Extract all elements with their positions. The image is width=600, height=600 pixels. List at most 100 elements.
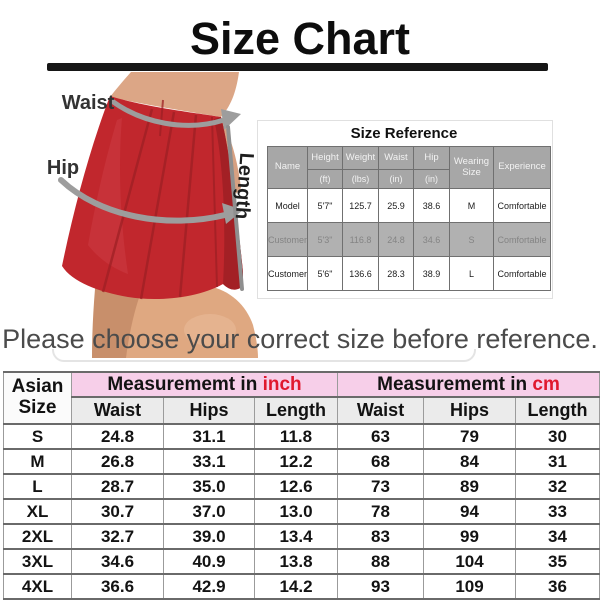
ref-header-weight: Weight <box>342 146 379 170</box>
header-cell: Length <box>253 396 339 425</box>
data-cell: L <box>449 256 494 291</box>
ref-header-hip-unit: (in) <box>413 169 450 189</box>
data-cell: S <box>449 222 494 257</box>
ref-header-height: Height <box>307 146 343 170</box>
header-cell: Hips <box>163 396 255 425</box>
data-cell: 13.0 <box>253 498 339 525</box>
data-cell: 5'6" <box>307 256 343 291</box>
page-title: Size Chart <box>189 13 411 64</box>
inch-unit: inch <box>262 373 302 395</box>
data-cell: 35 <box>515 548 600 575</box>
cm-group-header: Measurememt in cm <box>337 371 600 398</box>
size-cell: M <box>3 448 72 475</box>
data-cell: 89 <box>423 473 517 500</box>
ref-row-customer-2: Customer 2 5'6" 136.6 28.3 38.9 L Comfor… <box>267 256 551 291</box>
asian-size-table: Asian Size Measurememt in inch Measureme… <box>3 371 600 600</box>
data-cell: 28.7 <box>71 473 164 500</box>
data-cell: 36.6 <box>71 573 164 600</box>
data-cell: 25.9 <box>378 188 414 223</box>
data-cell: 83 <box>337 523 425 550</box>
data-cell: 79 <box>423 423 517 450</box>
data-cell: 68 <box>337 448 425 475</box>
ref-header-waist-unit: (in) <box>378 169 414 189</box>
inch-header-prefix: Measurememt in <box>107 373 263 395</box>
length-line <box>226 125 244 291</box>
right-leg-shape <box>126 285 258 358</box>
data-cell: 5'7" <box>307 188 343 223</box>
corner-line-2: Size <box>18 397 57 418</box>
ref-header-waist: Waist <box>378 146 414 170</box>
data-cell: 34 <box>515 523 600 550</box>
data-cell: 24.8 <box>71 423 164 450</box>
knee-highlight <box>184 314 236 346</box>
data-cell: 12.2 <box>253 448 339 475</box>
data-cell: 33.1 <box>163 448 255 475</box>
title-underline-bar <box>47 63 548 71</box>
ref-header-name: Name <box>267 146 308 189</box>
size-reference-table: Name Height Weight Waist Hip Wearing Siz… <box>267 146 551 291</box>
waist-arrow <box>109 98 241 130</box>
table-row: S 24.8 31.1 11.8 63 79 30 <box>3 423 600 450</box>
size-reference-title: Size Reference <box>350 125 458 142</box>
data-cell: 78 <box>337 498 425 525</box>
torso-shape <box>110 72 239 117</box>
data-cell: 28.3 <box>378 256 414 291</box>
data-cell: 116.8 <box>342 222 379 257</box>
skirt-pleat-lines <box>101 99 218 300</box>
length-label: Length <box>231 152 258 220</box>
data-cell: 35.0 <box>163 473 255 500</box>
ref-header-height-unit: (ft) <box>307 169 343 189</box>
data-cell: 73 <box>337 473 425 500</box>
hip-label: Hip <box>47 157 79 179</box>
table-row: 4XL 36.6 42.9 14.2 93 109 36 <box>3 573 600 600</box>
ref-header-hip: Hip <box>413 146 450 170</box>
table-row: L 28.7 35.0 12.6 73 89 32 <box>3 473 600 500</box>
data-cell: 99 <box>423 523 517 550</box>
data-cell: 34.6 <box>413 222 450 257</box>
waist-label: Waist <box>62 92 115 114</box>
data-cell: 109 <box>423 573 517 600</box>
size-cell: 2XL <box>3 523 72 550</box>
ref-header-wearing-size: Wearing Size <box>449 146 494 189</box>
data-cell: 32 <box>515 473 600 500</box>
data-cell: Customer 1 <box>267 222 308 257</box>
data-cell: 31 <box>515 448 600 475</box>
data-cell: 63 <box>337 423 425 450</box>
size-cell: XL <box>3 498 72 525</box>
table-row: M 26.8 33.1 12.2 68 84 31 <box>3 448 600 475</box>
ref-header-experience: Experience <box>493 146 551 189</box>
ref-header-row-1: Name Height Weight Waist Hip Wearing Siz… <box>267 146 551 189</box>
header-cell: Waist <box>71 396 164 425</box>
choose-size-note: Please choose your correct size before r… <box>2 324 598 354</box>
inch-group-header: Measurememt in inch <box>70 371 339 398</box>
data-cell: Comfortable <box>493 256 551 291</box>
header-cell: Waist <box>337 396 425 425</box>
data-cell: 93 <box>337 573 425 600</box>
corner-line-1: Asian <box>11 376 64 398</box>
data-cell: 30.7 <box>71 498 164 525</box>
data-cell: 14.2 <box>253 573 339 600</box>
group-header-row: Asian Size Measurememt in inch Measureme… <box>3 371 600 425</box>
size-cell: 3XL <box>3 548 72 575</box>
data-cell: 33 <box>515 498 600 525</box>
data-cell: 37.0 <box>163 498 255 525</box>
data-cell: 30 <box>515 423 600 450</box>
data-cell: 40.9 <box>163 548 255 575</box>
data-cell: 84 <box>423 448 517 475</box>
data-cell: Comfortable <box>493 188 551 223</box>
table-row: XL 30.7 37.0 13.0 78 94 33 <box>3 498 600 525</box>
data-cell: 13.8 <box>253 548 339 575</box>
size-cell: L <box>3 473 72 500</box>
data-cell: Comfortable <box>493 222 551 257</box>
data-cell: 88 <box>337 548 425 575</box>
hip-arrow <box>58 177 243 224</box>
data-cell: Customer 2 <box>267 256 308 291</box>
cm-header-prefix: Measurememt in <box>377 373 533 395</box>
skirt-shadow <box>214 117 243 290</box>
data-cell: 32.7 <box>71 523 164 550</box>
table-row: 3XL 34.6 40.9 13.8 88 104 35 <box>3 548 600 575</box>
data-cell: M <box>449 188 494 223</box>
data-cell: 12.6 <box>253 473 339 500</box>
